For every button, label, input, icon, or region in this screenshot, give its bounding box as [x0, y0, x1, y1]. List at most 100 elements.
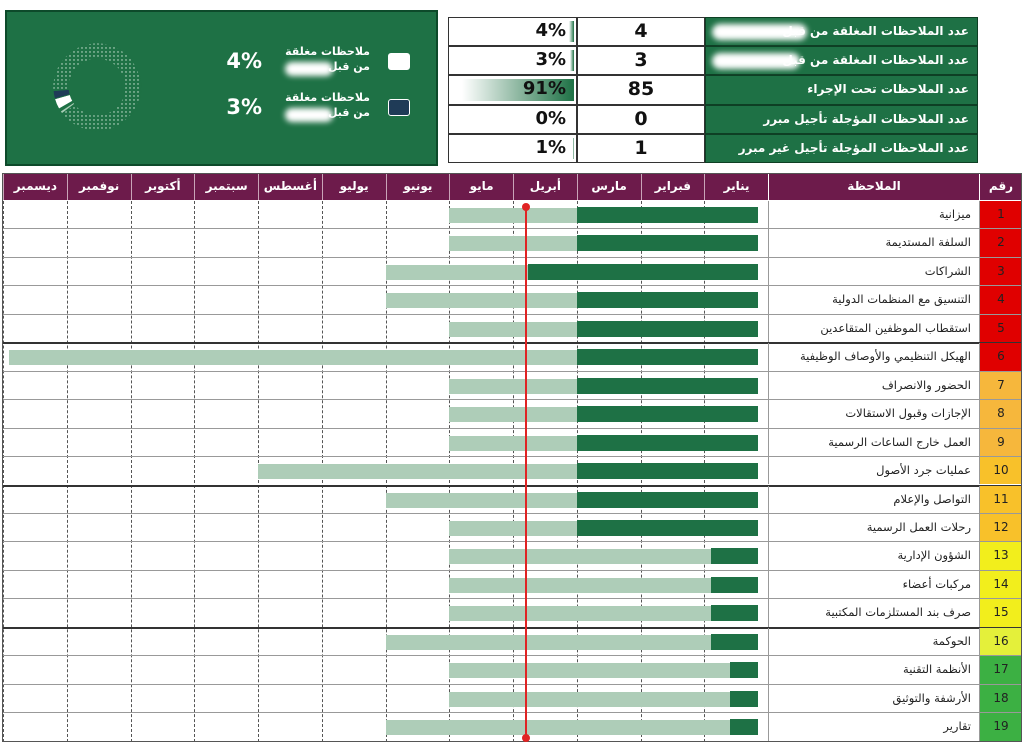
row-number: 3 [980, 257, 1022, 286]
today-dot [521, 734, 530, 742]
month-header: مايو [449, 173, 513, 200]
summary-percent-text: 3% [535, 49, 566, 71]
row-note: رحلات العمل الرسمية [768, 513, 980, 542]
redaction [285, 108, 333, 122]
summary-percent-cell [448, 104, 577, 134]
progress-bar [576, 434, 758, 451]
summary-count-cell: 85 [577, 75, 705, 105]
row-number: 7 [980, 371, 1022, 400]
row-note: عمليات جرد الأصول [768, 457, 980, 485]
today-line [524, 206, 527, 738]
row-line [2, 655, 1022, 657]
summary-count-cell: 3 [577, 46, 705, 76]
month-header: يوليو [321, 173, 386, 200]
summary-label-cell: عدد الملاحظات المؤجلة تأجيل غير مبرر [705, 133, 978, 163]
legend-percent: 4% [226, 49, 262, 73]
progress-bar [710, 576, 758, 593]
month-header: فبراير [640, 173, 705, 200]
row-line [2, 313, 1022, 315]
donut-slice [52, 42, 142, 132]
row-number: 14 [980, 570, 1022, 599]
row-line [2, 512, 1022, 514]
timeline-header [2, 173, 1022, 200]
timeline-frame [2, 173, 1022, 742]
redaction [285, 62, 333, 76]
progress-bar [729, 690, 758, 707]
row-note: الحضور والانصراف [768, 371, 980, 400]
row-number: 2 [980, 229, 1022, 257]
row-note: صرف بند المستلزمات المكتبية [768, 599, 980, 627]
summary-percent-cell [448, 46, 577, 76]
month-header: يناير [704, 173, 768, 200]
progress-bar [576, 235, 758, 252]
row-note: ميزانية [768, 201, 980, 229]
today-dot [521, 203, 530, 211]
legend-percent: 3% [226, 95, 262, 119]
summary-percent-cell [448, 133, 577, 163]
month-divider [66, 201, 68, 742]
row-line [2, 256, 1022, 258]
row-number: 17 [980, 656, 1022, 684]
header-note: الملاحظة [768, 173, 980, 200]
row-line [2, 598, 1022, 600]
row-note: الشراكات [768, 257, 980, 286]
progress-bar [729, 719, 758, 736]
row-number: 19 [980, 713, 1022, 741]
row-number: 5 [980, 314, 1022, 343]
row-number: 16 [980, 627, 1022, 656]
row-number: 8 [980, 400, 1022, 428]
summary-percent-text: 1% [535, 136, 566, 158]
summary-count-cell: 1 [577, 133, 705, 163]
month-header: أبريل [513, 173, 577, 200]
month-header: نوفمبر [66, 173, 131, 200]
row-number: 6 [980, 343, 1022, 371]
row-line [2, 712, 1022, 714]
row-line [2, 285, 1022, 287]
row-line [2, 484, 1022, 487]
summary-count-cell: 4 [577, 17, 705, 47]
month-header: ديسمبر [3, 173, 67, 200]
summary-percent-cell [448, 75, 577, 105]
month-header: يونيو [385, 173, 450, 200]
progress-bar [576, 491, 758, 508]
row-number: 10 [980, 457, 1022, 485]
summary-count-cell: 0 [577, 104, 705, 134]
progress-bar [528, 263, 758, 280]
progress-bar [576, 463, 758, 480]
month-header: مارس [576, 173, 641, 200]
row-number: 12 [980, 513, 1022, 542]
plan-bar [9, 350, 758, 366]
row-note: الهيكل التنظيمي والأوصاف الوظيفية [768, 343, 980, 371]
month-header: أغسطس [258, 173, 322, 200]
row-line [2, 541, 1022, 543]
summary-percent-text: 91% [522, 78, 566, 100]
redaction [712, 53, 800, 69]
month-divider [194, 201, 196, 742]
row-number: 4 [980, 286, 1022, 314]
month-divider [3, 201, 4, 742]
progress-bar [710, 605, 758, 622]
row-note: استقطاب الموظفين المتقاعدين [768, 314, 980, 343]
summary-percent-cell [448, 17, 577, 47]
row-note: الأرشفة والتوثيق [768, 684, 980, 713]
plan-bar [385, 720, 758, 736]
row-note: تقارير [768, 713, 980, 741]
summary-percent-text: 4% [535, 20, 566, 41]
row-line [2, 399, 1022, 401]
progress-bar [710, 548, 758, 565]
legend-swatch [388, 99, 410, 116]
row-line [2, 626, 1022, 629]
row-number: 1 [980, 201, 1022, 229]
row-line [2, 370, 1022, 372]
row-note: التواصل والإعلام [768, 485, 980, 513]
donut-slice [59, 101, 76, 115]
donut-chart [52, 42, 142, 132]
month-header: سبتمبر [194, 173, 258, 200]
row-number: 18 [980, 684, 1022, 713]
header-number: رقم [988, 179, 1014, 193]
row-note: السلفة المستديمة [768, 229, 980, 257]
percent-bar [572, 137, 574, 159]
row-line [2, 569, 1022, 571]
percent-bar [569, 21, 574, 43]
legend-label: ملاحظات مغلقة من قبل [285, 91, 370, 119]
